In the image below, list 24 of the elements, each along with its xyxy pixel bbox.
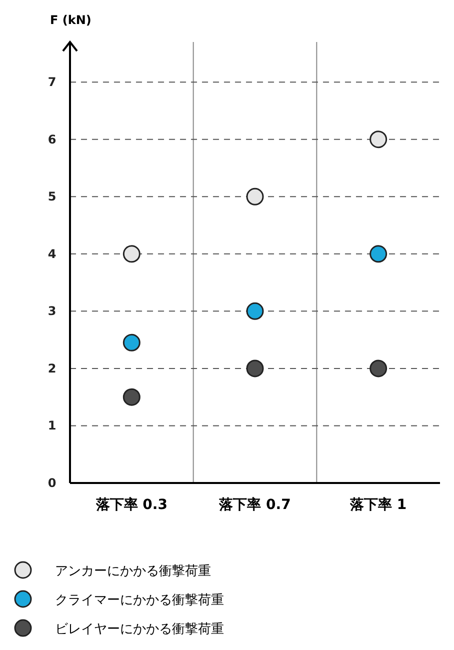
- x-tick-label: 落下率 0.3: [94, 496, 168, 513]
- point: [122, 245, 140, 263]
- y-tick-label: 7: [48, 75, 56, 90]
- point: [370, 130, 388, 148]
- x-tick-label: 落下率 0.7: [218, 496, 291, 513]
- y-tick-label: 6: [48, 132, 56, 146]
- legend-label: クライマーにかかる衝撃荷重: [55, 593, 224, 608]
- point: [122, 334, 140, 352]
- point: [370, 245, 388, 263]
- x-tick-label: 落下率 1: [349, 496, 407, 513]
- legend-label: ビレイヤーにかかる衝撃荷重: [55, 622, 224, 637]
- point: [246, 302, 264, 320]
- y-tick-label: 4: [48, 246, 56, 261]
- y-tick-label: 5: [48, 190, 56, 204]
- point: [246, 188, 264, 206]
- y-tick-label: 3: [48, 304, 56, 318]
- y-tick-label: 0: [48, 476, 56, 490]
- point: [122, 388, 140, 406]
- legend-label: アンカーにかかる衝撃荷重: [55, 564, 211, 579]
- point: [246, 360, 264, 378]
- y-tick-label: 2: [48, 361, 56, 376]
- point: [370, 360, 388, 378]
- y-axis-title: F (kN): [50, 13, 92, 27]
- y-tick-label: 1: [48, 418, 56, 433]
